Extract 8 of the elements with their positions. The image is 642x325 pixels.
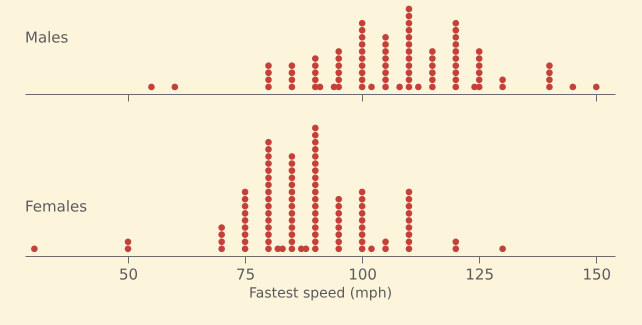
text: Females <box>25 198 88 216</box>
text: Males <box>25 28 69 47</box>
x-tick-label: 100 <box>348 266 377 284</box>
x-axis-title: Fastest speed (mph) <box>248 286 392 302</box>
x-tick-label: 50 <box>118 266 138 284</box>
x-tick-label: 150 <box>582 266 612 284</box>
x-tick-label: 125 <box>465 266 494 284</box>
x-tick-label: 75 <box>236 266 256 284</box>
